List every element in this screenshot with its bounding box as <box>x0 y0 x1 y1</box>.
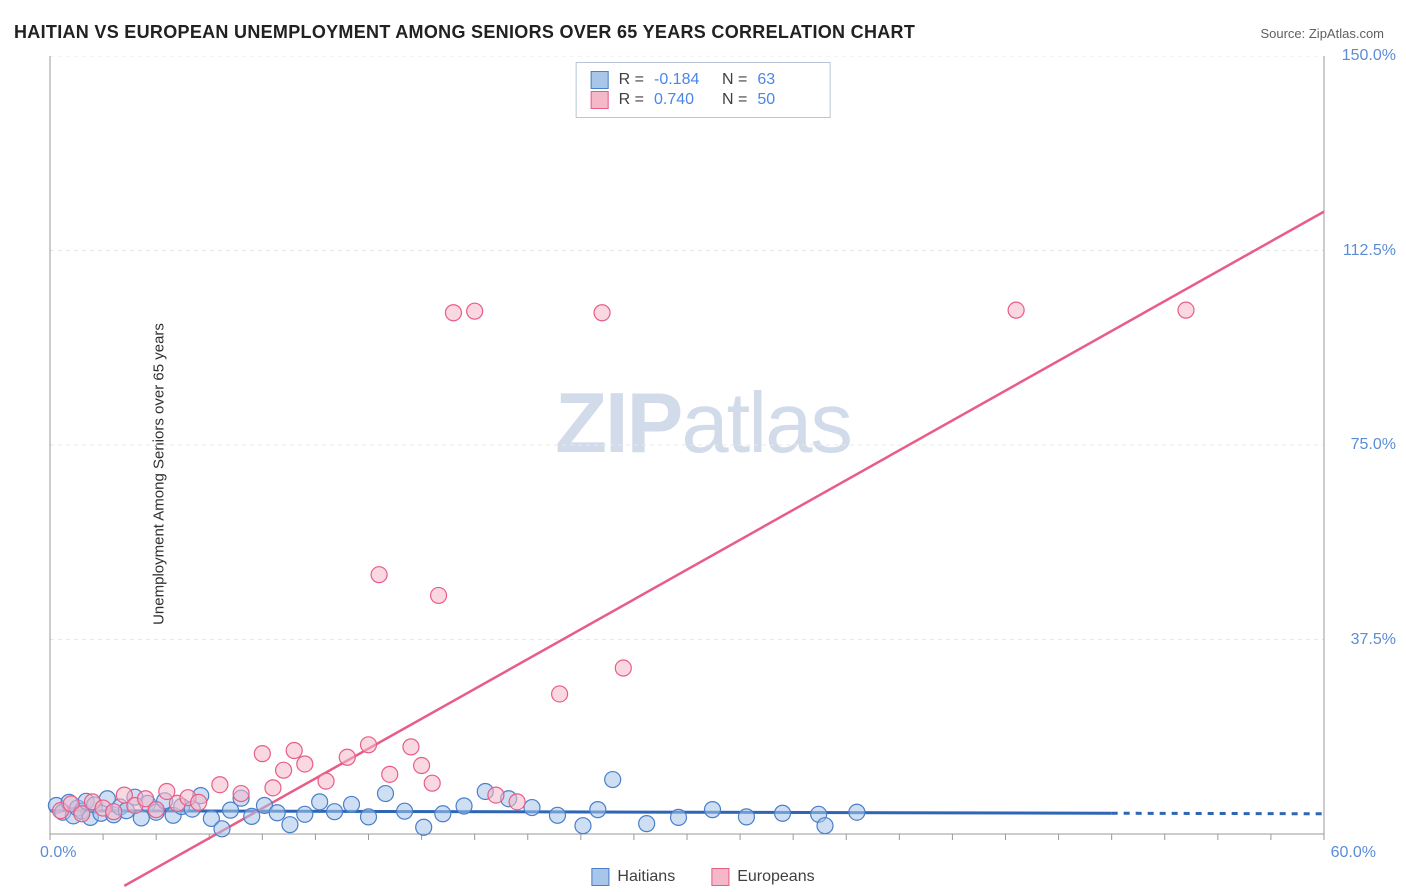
stat-r-europeans: 0.740 <box>654 91 712 109</box>
stat-r-haitians: -0.184 <box>654 71 712 89</box>
stat-r-label: R = <box>619 91 644 109</box>
swatch-haitians <box>591 71 609 89</box>
stat-n-label: N = <box>722 71 747 89</box>
chart-container: Unemployment Among Seniors over 65 years… <box>0 56 1406 892</box>
y-tick-label: 150.0% <box>1342 47 1396 65</box>
swatch-haitians <box>591 868 609 886</box>
stat-n-europeans: 50 <box>757 91 815 109</box>
legend-item-haitians: Haitians <box>591 868 675 886</box>
stat-r-label: R = <box>619 71 644 89</box>
swatch-europeans <box>591 91 609 109</box>
stat-n-label: N = <box>722 91 747 109</box>
legend-label-haitians: Haitians <box>617 868 675 886</box>
swatch-europeans <box>711 868 729 886</box>
source-attribution: Source: ZipAtlas.com <box>1260 26 1384 41</box>
stats-row-haitians: R = -0.184 N = 63 <box>591 71 816 89</box>
bottom-legend: Haitians Europeans <box>591 868 814 886</box>
y-tick-label: 75.0% <box>1351 436 1396 454</box>
stat-n-haitians: 63 <box>757 71 815 89</box>
y-tick-label: 37.5% <box>1351 631 1396 649</box>
stats-legend-box: R = -0.184 N = 63 R = 0.740 N = 50 <box>576 62 831 118</box>
x-tick-min: 0.0% <box>40 844 76 862</box>
chart-title: HAITIAN VS EUROPEAN UNEMPLOYMENT AMONG S… <box>14 22 915 43</box>
x-tick-max: 60.0% <box>1331 844 1376 862</box>
legend-item-europeans: Europeans <box>711 868 814 886</box>
stats-row-europeans: R = 0.740 N = 50 <box>591 91 816 109</box>
legend-label-europeans: Europeans <box>737 868 814 886</box>
y-tick-label: 112.5% <box>1343 242 1396 260</box>
scatter-plot <box>44 56 1406 892</box>
